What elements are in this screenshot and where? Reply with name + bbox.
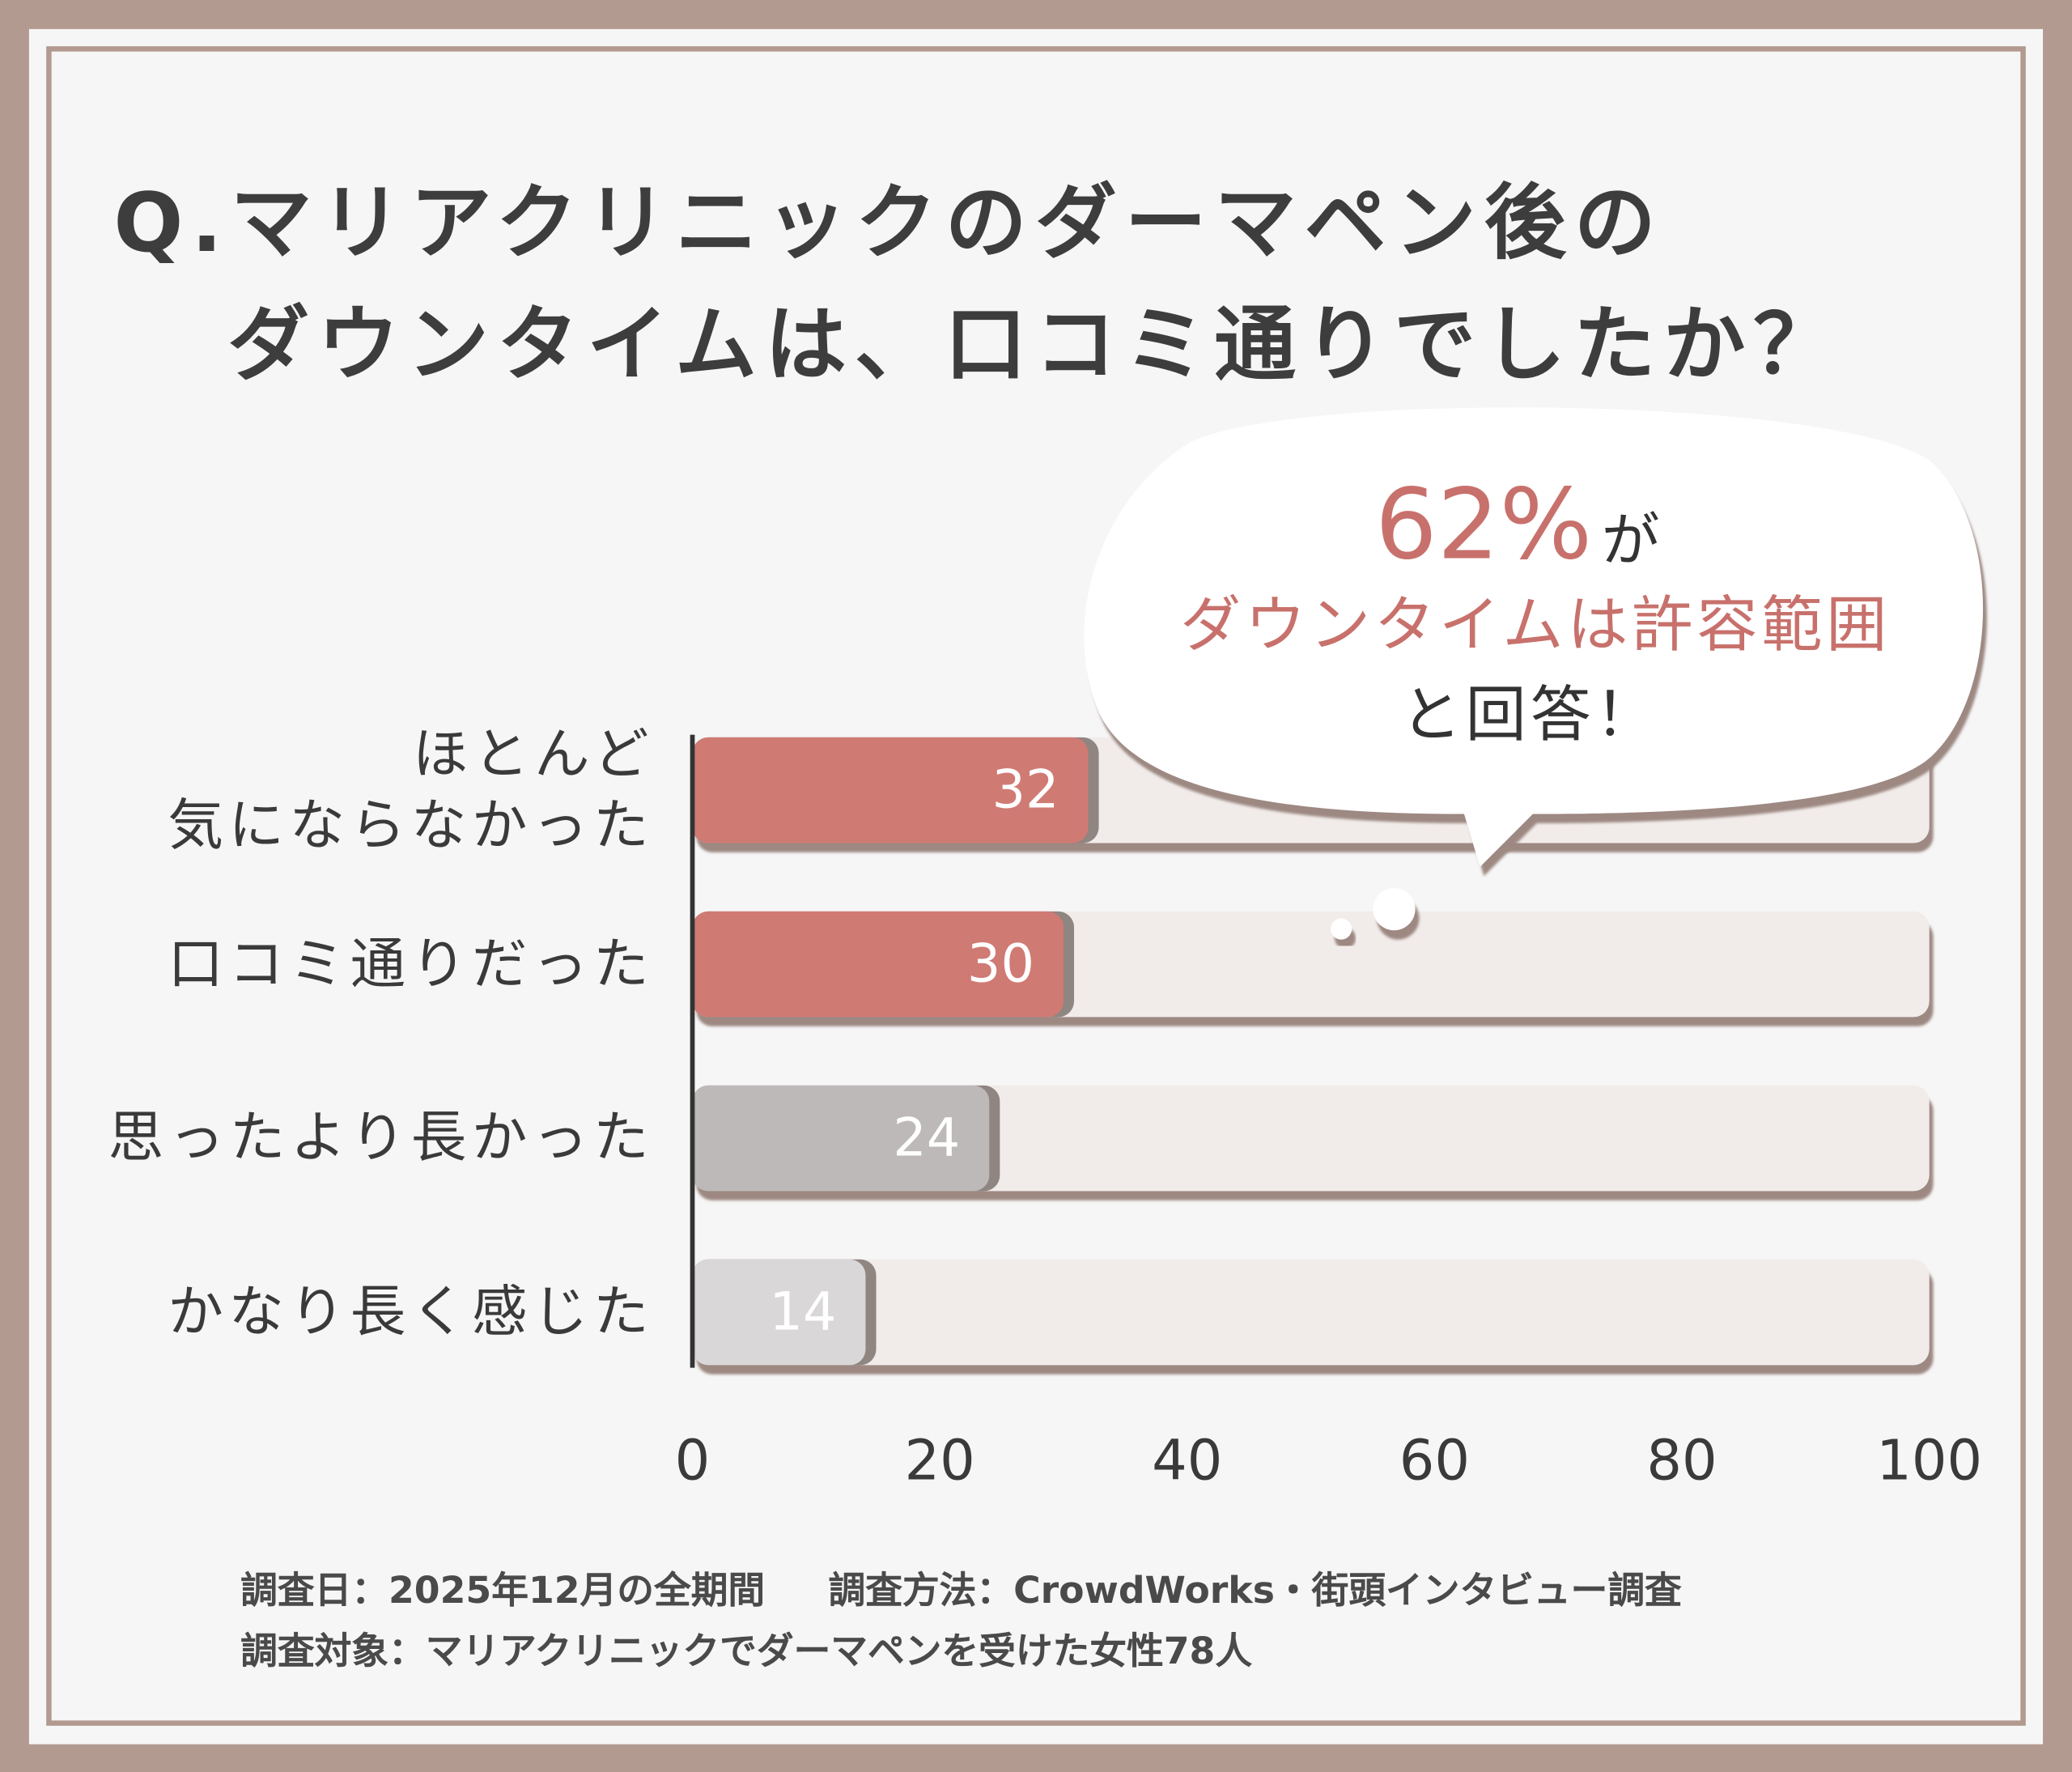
panel (28, 28, 2044, 1744)
x-tick-label: 0 (675, 1429, 711, 1494)
callout-dot (1373, 887, 1416, 931)
x-tick-label: 40 (1152, 1429, 1222, 1494)
callout-text: が (1602, 506, 1660, 574)
chart-title: ダウンタイムは、口コミ通りでしたか？ (227, 295, 1844, 393)
frame (46, 46, 2026, 1726)
category-label: 口コミ通りだった (168, 931, 655, 996)
bar (692, 737, 1089, 844)
category-label: かなり長く感じた (168, 1279, 655, 1345)
value-label: 14 (769, 1281, 836, 1342)
callout-bubble (1084, 407, 1984, 867)
callout-percent: 62% (1375, 468, 1593, 581)
callout-dot (1331, 918, 1352, 940)
bar (692, 1259, 866, 1366)
value-label: 30 (967, 933, 1034, 994)
footnote-text: 調査方法：CrowdWorks・街頭インタビュー調査 (828, 1568, 1682, 1613)
category-label: 思ったより長かった (108, 1105, 655, 1171)
bar-track (692, 1085, 1930, 1192)
chart-title: Q.マリアクリニックのダーマペン後の (113, 174, 1664, 271)
x-tick-label: 20 (905, 1429, 975, 1494)
callout-text: と回答！ (1401, 679, 1660, 750)
x-tick-label: 60 (1399, 1429, 1470, 1494)
footnote-text: 調査日：2025年12月の全期間 (240, 1568, 766, 1613)
x-tick-label: 80 (1646, 1429, 1717, 1494)
value-label: 32 (992, 759, 1059, 820)
x-tick-label: 100 (1876, 1429, 1982, 1494)
category-label: ほとんど 気にならなかった (168, 721, 655, 858)
bar (692, 1085, 990, 1192)
callout-highlight: ダウンタイムは許容範囲 (1180, 589, 1891, 661)
footnote: 調査日：2025年12月の全期間 調査方法：CrowdWorks・街頭インタビュー… (240, 1562, 1682, 1614)
footnote-text: 調査対象：マリアクリニックでダーマペンを受けた女性78人 (240, 1629, 1253, 1673)
value-label: 24 (893, 1107, 960, 1168)
bar (692, 911, 1064, 1018)
bar-track (692, 1259, 1930, 1366)
